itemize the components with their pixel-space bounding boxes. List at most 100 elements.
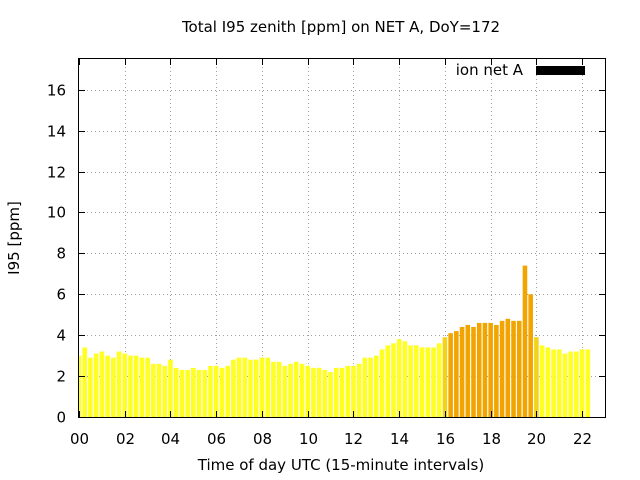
bar [476,322,482,417]
bar [448,333,453,417]
x-tick-label: 16 [436,430,455,448]
bar [128,355,133,417]
bar [499,320,505,417]
bar [196,369,202,417]
bar [528,294,533,417]
legend-label: ion net A [456,61,524,79]
bar [116,351,122,417]
bar [356,363,362,417]
bar [122,353,128,417]
bar [431,347,436,417]
bar [288,363,293,417]
y-tick-label: 2 [56,368,66,386]
bar [111,357,116,417]
bar [545,347,551,417]
bar [368,357,373,417]
bar [414,345,419,417]
bar [391,343,396,417]
y-tick-label: 10 [47,204,66,222]
bar [259,357,265,417]
y-axis-label: I95 [ppm] [5,201,23,275]
bar [345,365,351,417]
x-tick-label: 22 [573,430,592,448]
bar [79,355,82,417]
bar [242,357,248,417]
x-tick-label: 12 [344,430,363,448]
bar [236,357,242,417]
bar [505,318,511,417]
bar [419,347,425,417]
bar [522,265,528,417]
bar [265,357,270,417]
bar [511,320,516,417]
x-tick-label: 18 [482,430,501,448]
y-tick-label: 6 [56,286,66,304]
bar [322,369,328,417]
bar [82,347,88,417]
bar [173,367,179,417]
bar [425,347,431,417]
x-tick-label: 20 [527,430,546,448]
bar [374,355,379,417]
bar [459,326,465,417]
bar [574,351,579,417]
bar [385,345,391,417]
bar [436,343,442,417]
bar [202,369,208,417]
y-tick-label: 0 [56,409,66,427]
bar [333,367,339,417]
x-tick-label: 04 [161,430,180,448]
bar [339,367,345,417]
bar [151,363,156,417]
bar [516,320,522,417]
bar [133,355,139,417]
bar [219,367,225,417]
bar [293,361,299,417]
y-tick-label: 16 [47,82,66,100]
bar [579,349,585,417]
bar [402,341,408,417]
bar [99,351,105,417]
bar [248,359,253,417]
x-axis-label: Time of day UTC (15-minute intervals) [197,456,484,474]
bar [328,371,333,417]
bar [534,337,539,417]
y-tick-label: 12 [47,164,66,182]
bar [162,365,168,417]
bar [145,357,150,417]
x-tick-label: 00 [70,430,89,448]
bar [454,331,459,417]
bar [396,339,402,417]
bar [482,322,488,417]
x-tick-label: 02 [116,430,135,448]
bar [408,345,413,417]
bar [168,359,173,417]
x-tick-label: 06 [207,430,226,448]
bars [79,265,591,417]
bar [231,359,236,417]
bar [208,365,213,417]
bar [191,367,196,417]
bar [551,349,556,417]
bar [305,365,310,417]
bar [488,322,493,417]
bar [299,363,305,417]
bar [156,363,162,417]
x-tick-label: 10 [299,430,318,448]
y-tick-label: 8 [56,245,66,263]
x-tick-label: 14 [390,430,409,448]
bar [539,345,545,417]
legend: ion net A [456,61,585,79]
bar [316,367,322,417]
bar [311,367,316,417]
bar [494,324,499,417]
bar [271,361,276,417]
bar [585,349,591,417]
bar [185,369,190,417]
bar [465,324,471,417]
bar [253,359,259,417]
bar [556,349,562,417]
bar [213,365,219,417]
